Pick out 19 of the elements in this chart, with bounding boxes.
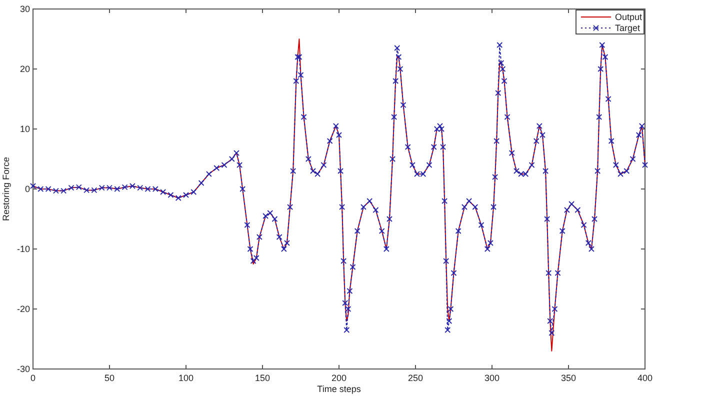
x-axis-title: Time steps [317,384,362,394]
x-tick-label: 200 [331,373,347,383]
y-tick-label: -30 [16,364,30,374]
x-tick-label: 100 [178,373,194,383]
y-tick-label: -10 [16,244,30,254]
x-tick-label: 150 [254,373,270,383]
x-tick-label: 400 [637,373,653,383]
x-tick-label: 300 [484,373,500,383]
y-tick-label: 10 [20,124,30,134]
y-tick-label: 0 [24,184,30,194]
y-axis-title: Restoring Force [1,156,11,222]
x-tick-label: 350 [560,373,576,383]
legend-label: Target [615,23,641,33]
x-tick-label: 250 [408,373,424,383]
y-tick-label: -20 [16,304,30,314]
legend-label: Output [615,12,643,22]
y-tick-label: 30 [20,4,30,14]
y-tick-label: 20 [20,64,30,74]
x-tick-label: 50 [104,373,115,383]
